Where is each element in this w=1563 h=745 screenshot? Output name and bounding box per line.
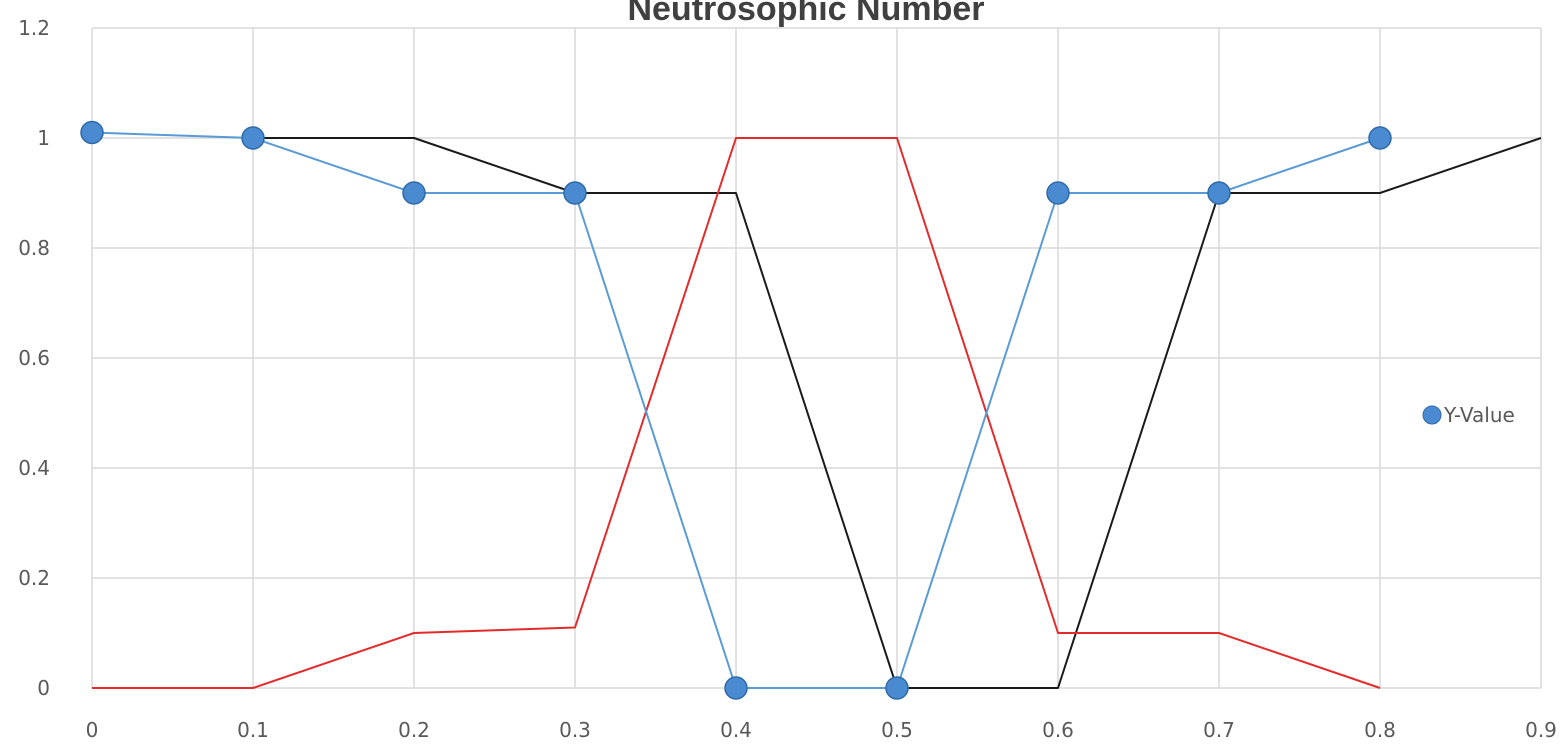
x-tick-label: 0.2 — [398, 718, 430, 742]
y-tick-label: 1 — [37, 126, 50, 150]
data-point — [724, 676, 748, 700]
chart-grid — [91, 27, 1542, 689]
data-point — [241, 126, 265, 150]
legend-label-y-value: Y-Value — [1443, 403, 1515, 427]
data-point — [1046, 181, 1070, 205]
y-tick-label: 0 — [37, 676, 50, 700]
data-point — [80, 120, 104, 145]
y-tick-label: 0.2 — [18, 566, 50, 590]
chart-title: Neutrosophic Number — [627, 0, 984, 28]
x-tick-label: 0.5 — [881, 718, 913, 742]
x-tick-label: 0.4 — [720, 718, 752, 742]
data-point — [563, 181, 587, 205]
y-axis-ticks: 0 0.2 0.4 0.6 0.8 1 1.2 — [18, 16, 50, 700]
chart-series — [80, 120, 1542, 700]
y-tick-label: 0.8 — [18, 236, 50, 260]
legend: Y-Value — [1422, 403, 1515, 427]
x-tick-label: 0 — [86, 718, 99, 742]
data-point — [1207, 181, 1231, 205]
x-tick-label: 0.3 — [559, 718, 591, 742]
x-axis-ticks: 0 0.1 0.2 0.3 0.4 0.5 0.6 0.7 0.8 0.9 — [86, 718, 1557, 742]
data-point — [1368, 126, 1392, 150]
x-tick-label: 0.7 — [1203, 718, 1235, 742]
x-tick-label: 0.8 — [1364, 718, 1396, 742]
legend-marker-y-value — [1422, 405, 1442, 425]
series-line-2 — [92, 137, 1381, 689]
y-tick-label: 1.2 — [18, 16, 50, 40]
data-point — [885, 676, 909, 700]
x-tick-label: 0.1 — [237, 718, 269, 742]
x-tick-label: 0.9 — [1525, 718, 1557, 742]
y-tick-label: 0.4 — [18, 456, 50, 480]
y-tick-label: 0.6 — [18, 346, 50, 370]
data-point — [402, 181, 426, 205]
x-tick-label: 0.6 — [1042, 718, 1074, 742]
